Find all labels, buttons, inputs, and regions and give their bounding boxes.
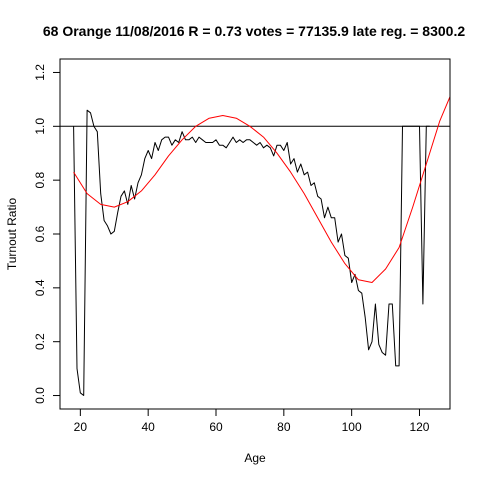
y-tick-label: 0.0 xyxy=(33,387,47,404)
x-axis-label: Age xyxy=(244,451,266,465)
chart-title: 68 Orange 11/08/2016 R = 0.73 votes = 77… xyxy=(43,23,465,39)
fit-curve-line xyxy=(73,96,450,283)
plot-frame xyxy=(59,58,451,410)
y-tick-label: 0.4 xyxy=(33,279,47,296)
turnout-ratio-line xyxy=(73,109,430,396)
y-tick-label: 0.8 xyxy=(33,171,47,188)
x-tick-label: 20 xyxy=(74,420,88,434)
x-tick-label: 60 xyxy=(209,420,223,434)
plot-area xyxy=(60,96,450,396)
y-tick-label: 0.2 xyxy=(33,333,47,350)
x-tick-label: 80 xyxy=(277,420,291,434)
y-axis: 0.0 0.2 0.4 0.6 0.8 1.0 1.2 xyxy=(33,64,61,404)
x-tick-label: 100 xyxy=(342,420,362,434)
y-tick-label: 0.6 xyxy=(33,225,47,242)
y-tick-label: 1.0 xyxy=(33,118,47,135)
y-tick-label: 1.2 xyxy=(33,64,47,81)
x-tick-label: 120 xyxy=(409,420,429,434)
x-axis: 20 40 60 80 100 120 xyxy=(74,408,430,434)
y-axis-label: Turnout Ratio xyxy=(5,198,19,271)
x-tick-label: 40 xyxy=(141,420,155,434)
